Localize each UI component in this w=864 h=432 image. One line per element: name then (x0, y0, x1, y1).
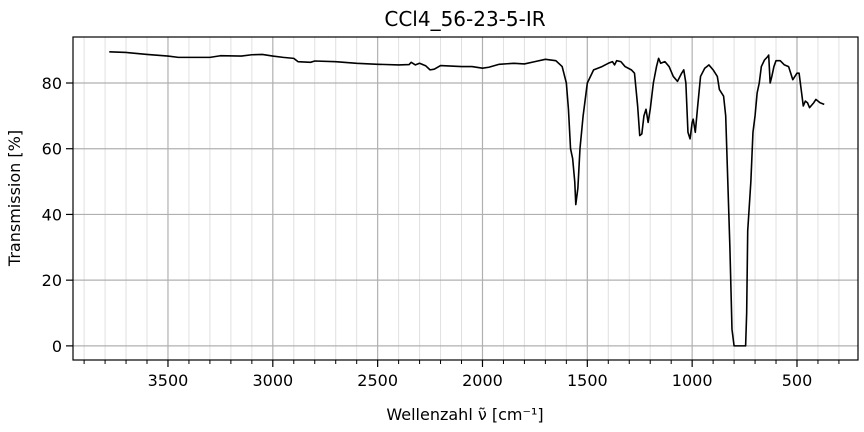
y-tick-label: 60 (42, 140, 62, 159)
y-tick-label: 40 (42, 205, 62, 224)
x-tick-label: 3000 (252, 371, 293, 390)
plot-frame (72, 36, 859, 361)
x-tick-label: 2000 (462, 371, 503, 390)
spectrum-line (109, 50, 825, 347)
x-tick-label: 500 (782, 371, 813, 390)
y-tick-label: 80 (42, 74, 62, 93)
x-tick-label: 2500 (357, 371, 398, 390)
x-tick-label: 3500 (148, 371, 189, 390)
y-tick-label: 0 (52, 337, 62, 356)
x-tick-label: 1000 (672, 371, 713, 390)
x-tick-label: 1500 (567, 371, 608, 390)
x-axis-label: Wellenzahl ν̃ [cm⁻¹] (386, 405, 543, 424)
y-tick-label: 20 (42, 271, 62, 290)
chart-title: CCl4_56-23-5-IR (384, 7, 545, 31)
y-axis-label: Transmission [%] (5, 130, 24, 267)
